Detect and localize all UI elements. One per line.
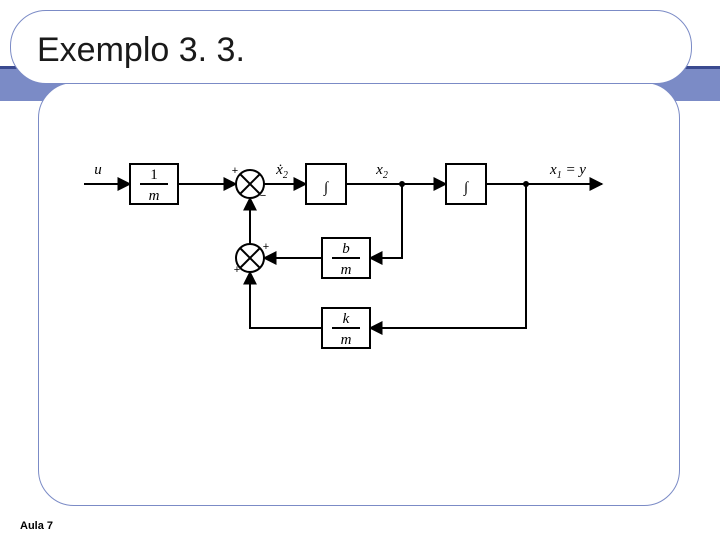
- sum1-plus-sign: +: [232, 165, 238, 177]
- sum1-minus-sign: −: [260, 190, 266, 202]
- edge-gk-sum2: [250, 272, 322, 328]
- gain-km-den: m: [341, 332, 352, 348]
- label-x2dot: ẋ2: [275, 162, 288, 181]
- title-bubble: Exemplo 3. 3.: [10, 10, 692, 84]
- summing-junction-2: + +: [234, 241, 269, 276]
- edge-x2-gb: [370, 184, 402, 258]
- slide-title: Exemplo 3. 3.: [37, 31, 245, 70]
- label-u: u: [94, 162, 102, 178]
- gain-1m-den: m: [149, 188, 160, 204]
- edge-y-gk: [370, 184, 526, 328]
- gain-bm-num: b: [342, 241, 350, 257]
- label-output: x1 = y: [549, 162, 586, 181]
- sum2-plus-s: +: [234, 264, 240, 276]
- slide: Exemplo 3. 3. 1: [0, 0, 720, 540]
- slide-footer: Aula 7: [20, 520, 53, 532]
- summing-junction-1: + −: [232, 165, 266, 202]
- gain-km-num: k: [343, 311, 350, 327]
- block-diagram: 1 m + − ẋ2 ∫ x2 ∫ x1: [70, 150, 630, 400]
- label-x2: x2: [375, 162, 388, 181]
- gain-1m-num: 1: [150, 167, 158, 183]
- sum2-plus-e: +: [263, 241, 269, 253]
- gain-bm-den: m: [341, 262, 352, 278]
- diagram-svg: 1 m + − ẋ2 ∫ x2 ∫ x1: [70, 150, 630, 400]
